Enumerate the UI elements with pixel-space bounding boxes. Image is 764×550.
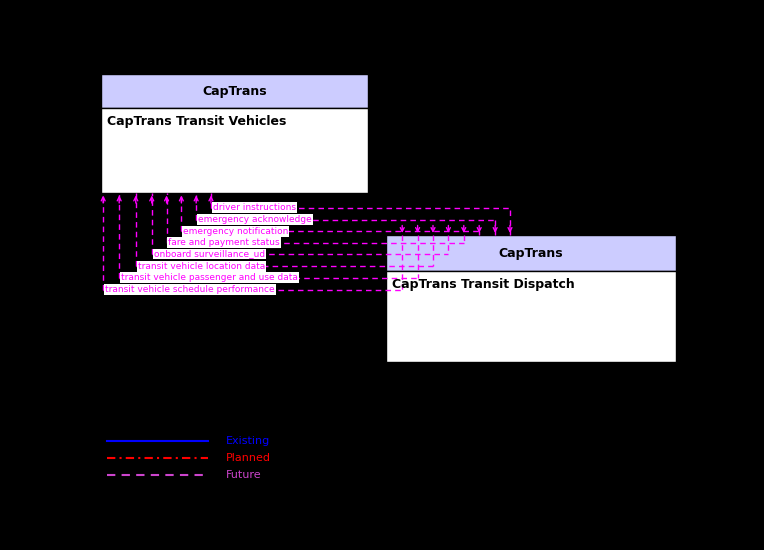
Text: onboard surveillance_ud: onboard surveillance_ud [154, 250, 264, 258]
Text: transit vehicle passenger and use data: transit vehicle passenger and use data [121, 273, 298, 282]
Text: transit vehicle location data: transit vehicle location data [138, 262, 265, 271]
Text: emergency acknowledge: emergency acknowledge [198, 215, 312, 224]
Bar [102, 74, 368, 108]
Text: Future: Future [226, 470, 261, 480]
Text: CapTrans: CapTrans [498, 247, 563, 260]
Bar [386, 271, 676, 362]
Text: transit vehicle schedule performance: transit vehicle schedule performance [105, 285, 274, 294]
Text: CapTrans Transit Dispatch: CapTrans Transit Dispatch [392, 278, 575, 292]
Text: emergency notification: emergency notification [183, 227, 289, 235]
Text: CapTrans: CapTrans [202, 85, 267, 97]
Bar [102, 108, 368, 193]
Bar [386, 235, 676, 271]
Text: driver instructions: driver instructions [212, 204, 296, 212]
Text: Existing: Existing [226, 436, 270, 446]
Text: Planned: Planned [226, 453, 270, 463]
Text: CapTrans Transit Vehicles: CapTrans Transit Vehicles [107, 114, 286, 128]
Text: fare and payment status: fare and payment status [168, 238, 280, 247]
